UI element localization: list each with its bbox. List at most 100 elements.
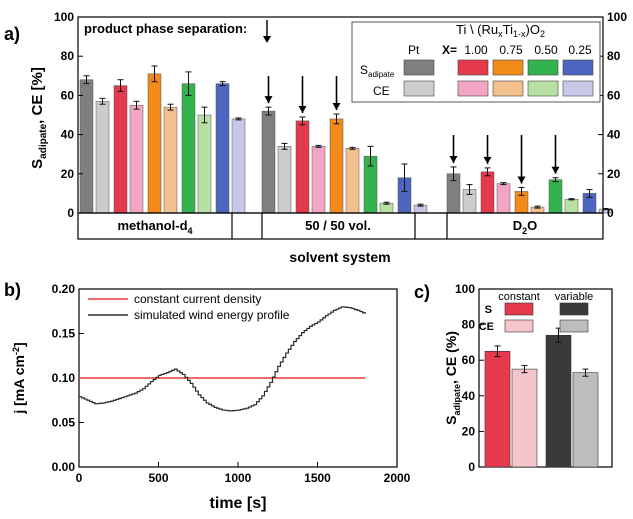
legend-header-x: X= — [442, 43, 457, 57]
legend-row-s-c: S — [485, 304, 492, 316]
legend-label-constant: constant current density — [134, 292, 261, 306]
legend-x-value-2: 0.75 — [499, 43, 523, 57]
legend-swatch-s — [527, 59, 559, 76]
bar-ce — [277, 146, 292, 214]
panel-c-plot: 0 20 40 60 80 100 — [455, 282, 613, 474]
y-tick-label: 0 — [468, 460, 475, 474]
y-tick-label: 0.00 — [52, 460, 76, 474]
bar-s — [548, 179, 563, 214]
legend-swatch-s — [457, 59, 489, 76]
legend-col-constant: constant — [498, 291, 540, 303]
group-label-d2o: D2O — [513, 218, 538, 236]
panel-a: a) Sadipate, CE [%] product phase separa… — [4, 10, 627, 265]
legend-swatch-s — [492, 59, 524, 76]
y-tick-label: 0.10 — [52, 371, 76, 385]
y-tick-label: 60 — [462, 353, 476, 367]
legend-col-variable: variable — [555, 291, 594, 303]
panel-a-bars — [79, 20, 613, 214]
bar-s — [329, 118, 344, 214]
bar-ce — [231, 118, 246, 214]
legend-label-wind: simulated wind energy profile — [134, 308, 290, 322]
bar-s — [147, 73, 162, 214]
panel-b-legend: constant current density simulated wind … — [88, 292, 290, 322]
bar-ce — [564, 199, 579, 214]
bar — [545, 334, 572, 468]
bar-s — [261, 110, 276, 214]
y-tick-label-left: 60 — [61, 88, 75, 102]
panel-b: b) j [mA cm-2] time [s] 0 500 1000 1500 2000… — [4, 280, 411, 512]
legend-header-pt: Pt — [408, 43, 420, 57]
panel-c-legend: constant variable S CE — [479, 291, 594, 333]
bar — [572, 372, 599, 468]
bar-s — [181, 83, 196, 214]
bar-ce — [311, 146, 326, 214]
bar-s — [113, 85, 128, 214]
bar-ce — [345, 148, 360, 214]
y-tick-label-right: 60 — [607, 88, 621, 102]
panel-c: c) Sadipate, CE (%) 0 20 40 60 80 100 constan… — [414, 282, 613, 474]
legend-title: Ti \ (RuxTi1-x)O2 — [456, 22, 545, 39]
y-tick-label-right: 20 — [607, 167, 621, 181]
bar-ce — [163, 106, 178, 214]
y-tick-label: 0.15 — [52, 327, 76, 341]
bar-s — [79, 79, 94, 214]
y-tick-label-left: 0 — [67, 206, 74, 220]
panel-a-label: a) — [4, 24, 20, 44]
panel-b-plot: 0 500 1000 1500 2000 0.00 0.05 0.10 0.15 0.20 — [52, 282, 411, 485]
y-tick-label-right: 0 — [607, 206, 614, 220]
x-tick-label: 500 — [148, 471, 168, 485]
legend-swatch-s-variable — [559, 302, 589, 316]
legend-row-s: Sadipate — [360, 63, 395, 79]
x-tick-label: 1500 — [304, 471, 331, 485]
bar — [484, 350, 511, 468]
y-tick-label: 40 — [462, 389, 476, 403]
bar-s — [480, 171, 495, 214]
legend-x-value-1: 1.00 — [464, 43, 488, 57]
bar-s — [295, 120, 310, 214]
panel-c-label: c) — [414, 282, 430, 302]
arrow-head — [449, 155, 458, 163]
arrow-head — [483, 156, 492, 164]
y-tick-label: 100 — [455, 282, 475, 296]
bar-ce — [95, 101, 110, 214]
category-strip — [77, 212, 604, 240]
legend-swatch-ce-variable — [559, 319, 589, 333]
legend-swatch-s — [403, 59, 435, 76]
panel-a-legend: Ti \ (RuxTi1-x)O2 Pt X= Sadipate CE 1.00… — [351, 21, 601, 103]
y-tick-label: 20 — [462, 424, 476, 438]
arrow-head — [551, 166, 560, 174]
y-tick-label: 0.20 — [52, 282, 76, 296]
annotation-arrow-head — [263, 36, 271, 43]
group-label-methanol: methanol-d4 — [117, 218, 192, 236]
panel-c-ylabel: Sadipate, CE (%) — [443, 331, 462, 425]
bar-ce — [496, 183, 511, 214]
legend-swatch-s-constant — [504, 302, 534, 316]
panel-a-axes: 0 0 20 20 40 40 60 60 80 80 100 100 — [54, 10, 627, 240]
bar-ce — [197, 114, 212, 214]
arrow-head — [264, 96, 273, 104]
bar-s — [215, 83, 230, 214]
y-tick-label-left: 100 — [54, 10, 74, 24]
legend-x-value-4: 0.25 — [568, 43, 592, 57]
panel-b-xlabel: time [s] — [210, 495, 267, 512]
y-tick-label-right: 80 — [607, 49, 621, 63]
arrow-head — [332, 103, 341, 111]
panel-a-ylabel: Sadipate, CE [%] — [29, 67, 49, 169]
legend-swatch-s — [562, 59, 594, 76]
y-tick-label-right: 40 — [607, 128, 621, 142]
legend-swatch-ce — [403, 80, 435, 97]
phase-separation-annotation: product phase separation: — [84, 21, 247, 36]
y-tick-label-left: 20 — [61, 167, 75, 181]
x-tick-label: 2000 — [384, 471, 411, 485]
group-label-mixture: 50 / 50 vol. — [305, 218, 371, 233]
legend-row-ce-c: CE — [479, 321, 494, 333]
panel-c-frame — [478, 288, 613, 468]
y-tick-label: 0.05 — [52, 416, 76, 430]
legend-x-value-3: 0.50 — [534, 43, 558, 57]
panel-b-ylabel: j [mA cm-2] — [11, 342, 27, 414]
legend-row-ce: CE — [373, 84, 390, 98]
legend-swatch-ce — [492, 80, 524, 97]
series-line-wind — [79, 306, 366, 412]
bar — [511, 368, 538, 468]
